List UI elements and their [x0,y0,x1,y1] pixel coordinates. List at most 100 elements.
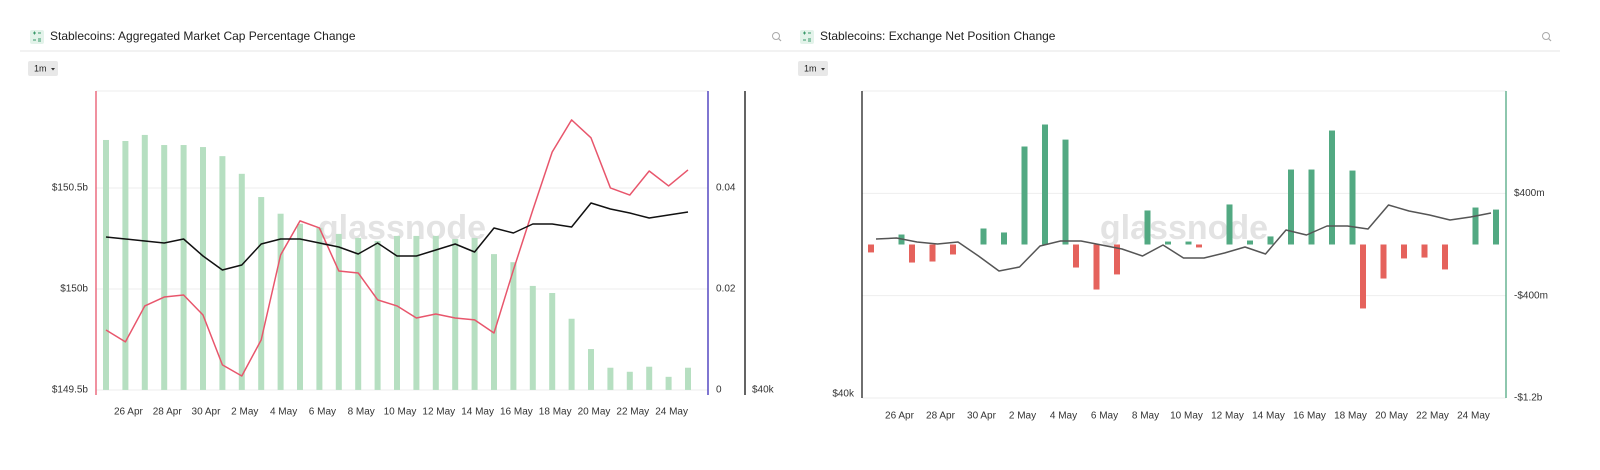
watermark: glassnode [318,209,486,247]
x-tick-label: 30 Apr [967,411,997,422]
bar [394,235,400,390]
y-tick-label: $40k [832,389,855,400]
chart-icon [30,30,44,44]
chart-title: Stablecoins: Exchange Net Position Chang… [820,29,1056,43]
bar [491,254,497,390]
chart-title: Stablecoins: Aggregated Market Cap Perce… [50,29,356,43]
bar [1421,244,1428,258]
bar [258,197,265,390]
line-series [105,119,689,377]
watermark: glassnode [1100,209,1268,247]
x-tick-label: 16 May [1293,411,1326,422]
bar [432,235,439,390]
bar [238,173,245,390]
resolution-button[interactable] [798,61,828,76]
x-tick-label: 6 May [1091,411,1118,422]
x-tick-label: 26 Apr [114,407,144,418]
y-tick-label: $150.5b [52,183,89,194]
y-tick-label: $149.5b [52,385,89,396]
x-tick-label: 30 Apr [192,407,222,418]
bar [1144,210,1151,245]
bar [685,367,691,390]
y2-tick-label: 0.04 [716,183,736,194]
bar [1042,124,1048,245]
y3-tick-label: $40k [752,385,775,396]
x-tick-label: 2 May [231,407,258,418]
bar [1021,146,1028,245]
x-tick-label: 26 Apr [885,411,915,422]
bar [950,244,956,255]
bar [1062,139,1069,245]
resolution-button-label[interactable]: 1m [804,63,817,73]
zoom-icon-handle [778,38,782,42]
bar [868,244,874,253]
bar [180,145,187,390]
zoom-icon[interactable] [1542,32,1550,40]
resolution-button-label[interactable]: 1m [34,63,47,73]
x-tick-label: 28 Apr [926,411,956,422]
bar [1380,244,1387,279]
y2-tick-label: -$1.2b [1514,393,1543,404]
bar [909,244,915,263]
bar [277,213,284,390]
bar [1401,244,1407,259]
bar [1165,241,1171,245]
chart-icon [800,30,814,44]
y2-tick-label: -$400m [1514,290,1548,301]
y-tick-label: $150b [60,284,88,295]
bar [1349,170,1356,245]
bar [1073,244,1079,268]
x-tick-label: 28 Apr [153,407,183,418]
bar [607,367,614,390]
zoom-icon[interactable] [772,32,780,40]
resolution-button[interactable] [28,61,58,76]
x-tick-label: 22 May [616,407,649,418]
x-tick-label: 12 May [422,407,455,418]
x-tick-label: 20 May [1375,411,1408,422]
x-tick-label: 2 May [1009,411,1036,422]
line-series [105,202,689,271]
bar [549,292,556,390]
x-tick-label: 6 May [309,407,336,418]
bar [1226,204,1233,245]
bar [1267,236,1274,245]
bar [1442,244,1448,270]
y2-tick-label: 0.02 [716,284,736,295]
bar [1196,244,1202,248]
dropdown-arrow [821,68,825,71]
bar [452,238,459,390]
chart-icon-glyph [33,31,41,42]
bar [103,139,109,390]
bar [297,223,303,390]
chart-icon-glyph [803,31,811,42]
bar [200,147,206,390]
bar [529,285,536,390]
bar [335,233,342,390]
y2-tick-label: $400m [1514,188,1545,199]
x-tick-label: 18 May [539,407,572,418]
x-tick-label: 14 May [461,407,494,418]
bar [141,134,148,390]
bar [316,227,323,390]
x-tick-label: 4 May [270,407,297,418]
bar [1493,209,1499,245]
bar [626,371,633,390]
bar [413,235,420,390]
x-tick-label: 24 May [655,407,688,418]
bar [1329,130,1335,245]
bar [355,237,362,390]
bar [1093,244,1100,290]
bar [646,366,653,390]
x-tick-label: 8 May [348,407,375,418]
x-tick-label: 14 May [1252,411,1285,422]
bar [471,237,478,390]
x-tick-label: 24 May [1457,411,1490,422]
bar [1360,244,1366,309]
bar [1185,241,1192,245]
bar [1247,240,1253,245]
x-tick-label: 16 May [500,407,533,418]
bar [1114,244,1120,275]
bar [219,156,226,390]
x-tick-label: 10 May [1170,411,1203,422]
